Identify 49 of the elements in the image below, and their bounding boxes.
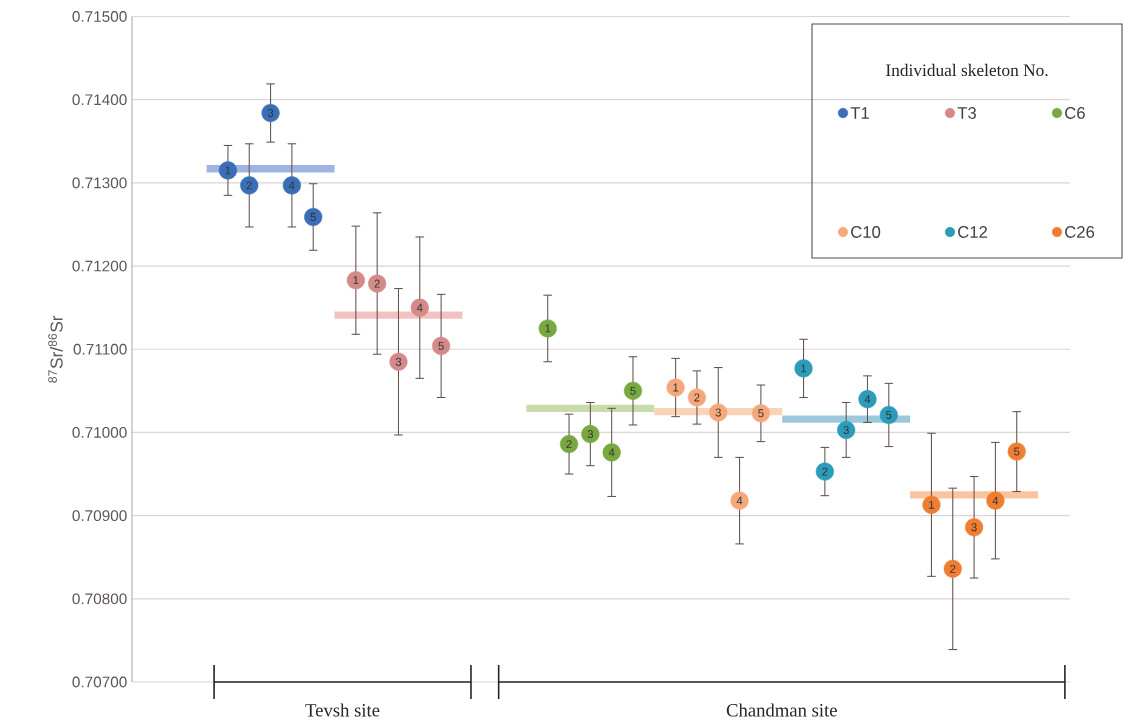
annotation: 1 — [225, 166, 231, 175]
y-tick-label: 0.71100 — [73, 343, 127, 355]
legend-label: C26 — [1065, 226, 1095, 238]
annotation: 3 — [843, 425, 849, 434]
annotation: 1 — [929, 500, 935, 509]
y-tick-label: 0.70800 — [72, 593, 127, 605]
annotation: 4 — [288, 181, 295, 190]
annotation: 1 — [801, 364, 807, 373]
legend-title: Individual skeleton No. — [886, 63, 1048, 77]
y-tick-label: 0.70700 — [72, 676, 127, 688]
y-tick-label: 0.71200 — [72, 260, 127, 272]
y-axis-title: $^{87}$Sr/$^{86}$Sr — [48, 315, 63, 383]
legend-label: C10 — [851, 226, 881, 238]
annotation: 3 — [971, 523, 977, 532]
legend-label: C6 — [1065, 107, 1085, 119]
y-tick-label: 0.71400 — [72, 94, 127, 106]
legend-label: C12 — [958, 226, 988, 238]
annotation: 5 — [1014, 447, 1020, 456]
annotation: 2 — [374, 279, 380, 288]
annotation: 2 — [566, 440, 572, 449]
annotation: 1 — [545, 324, 551, 333]
text: Chandman site — [726, 703, 837, 717]
y-tick-label: 0.71500 — [72, 11, 127, 22]
y-tick-label: 0.71000 — [72, 427, 127, 438]
annotation: 3 — [715, 408, 721, 417]
annotation: 2 — [950, 564, 956, 573]
legend-label: T3 — [957, 107, 976, 119]
annotation: 1 — [673, 383, 679, 392]
annotation: 2 — [246, 181, 252, 190]
legend-label: T1 — [850, 107, 869, 119]
annotation: 3 — [267, 109, 274, 118]
annotation: 5 — [630, 386, 636, 395]
annotation: 4 — [992, 496, 999, 505]
text: Tevsh site — [305, 703, 380, 717]
annotation: 5 — [438, 341, 444, 350]
annotation: 2 — [822, 467, 828, 476]
annotation: 2 — [694, 393, 700, 402]
annotation: 3 — [587, 430, 594, 439]
annotation: 4 — [608, 448, 615, 457]
annotation: 1 — [353, 276, 359, 285]
annotation: 5 — [310, 213, 316, 221]
y-tick-label: 0.70900 — [72, 510, 127, 522]
annotation: 5 — [758, 409, 764, 418]
y-tick-label: 0.71300 — [72, 177, 127, 189]
annotation: 4 — [864, 395, 871, 404]
annotation: 4 — [416, 303, 423, 312]
annotation: 5 — [886, 411, 892, 419]
annotation: 4 — [736, 496, 743, 505]
annotation: 3 — [395, 357, 402, 366]
